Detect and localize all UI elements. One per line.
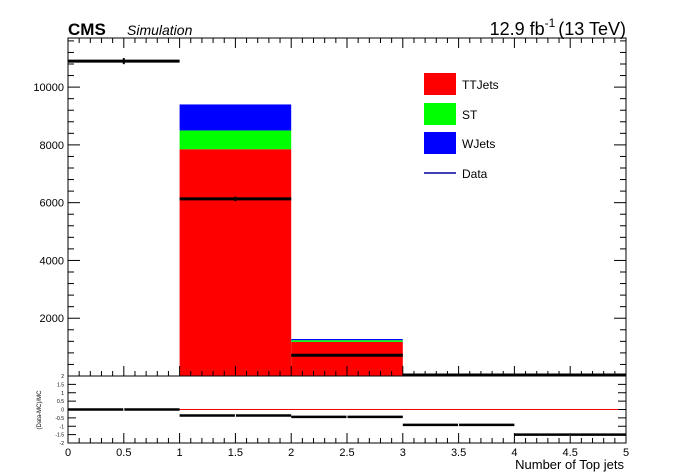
main-y-axis: 2000 4000 6000 8000 10000: [33, 40, 626, 377]
x-tick-label: 0: [65, 447, 71, 459]
bar-ttjets-bin-1: [179, 149, 292, 376]
x-axis-title: Number of Top jets: [515, 457, 624, 472]
ratio-points: [68, 407, 626, 437]
x-tick-label: 2: [288, 447, 294, 459]
stacked-bars: [179, 104, 515, 376]
x-tick-label: 1.5: [228, 447, 243, 459]
simulation-label: Simulation: [127, 22, 193, 38]
y-tick-label: 6000: [40, 198, 64, 210]
x-tick-label: 5: [623, 447, 629, 459]
bar-st-bin-1: [179, 130, 292, 150]
legend-swatch-wjets: [424, 132, 456, 154]
bar-st-bin-2: [291, 340, 403, 342]
x-tick-label: 4.5: [563, 447, 578, 459]
x-tick-label: 0.5: [116, 447, 131, 459]
y-tick-label: 8000: [40, 140, 64, 152]
ratio-y-tick-label: -0.5: [55, 416, 64, 422]
luminosity-label: 12.9 fb-1 (13 TeV): [490, 16, 626, 39]
ratio-y-tick-label: -1: [60, 424, 65, 430]
ratio-y-tick-label: -2: [60, 441, 65, 447]
experiment-label: CMS: [68, 20, 106, 39]
main-panel: 2000 4000 6000 8000 10000 TTJets ST WJets Data: [33, 37, 627, 377]
bar-wjets-bin-1: [179, 104, 292, 131]
ratio-x-axis: 0 0.5 1 1.5 2 2.5 3 3.5 4 4.5 5: [65, 433, 629, 459]
ratio-y-tick-label: 0.5: [57, 399, 64, 405]
lumi-energy: (13 TeV): [558, 19, 626, 39]
main-frame: [67, 37, 627, 377]
x-tick-label: 1: [177, 447, 183, 459]
y-tick-label: 2000: [40, 313, 64, 325]
legend-label-st: ST: [462, 108, 478, 122]
lumi-exponent: -1: [545, 16, 556, 30]
ratio-panel: -2 -1.5 -1 -0.5 0 0.5 1 1.5 2 0 0.5 1 1.5 2 2.5 3 3.5 4 4…: [37, 374, 629, 472]
legend-label-data: Data: [462, 167, 488, 181]
bar-wjets-bin-2: [291, 339, 403, 341]
data-points: [68, 58, 626, 377]
ratio-y-tick-label: 2: [61, 374, 64, 380]
x-tick-label: 3.5: [451, 447, 466, 459]
lumi-value: 12.9 fb: [490, 19, 545, 39]
main-x-axis-ticks: [67, 38, 627, 376]
legend-swatch-st: [424, 103, 456, 125]
ratio-y-tick-label: -1.5: [55, 433, 64, 439]
legend-label-ttjets: TTJets: [462, 78, 499, 92]
y-tick-label: 4000: [40, 255, 64, 267]
ratio-y-tick-label: 1: [61, 391, 64, 397]
ratio-y-tick-label: 0: [61, 408, 64, 414]
x-tick-label: 2.5: [339, 447, 354, 459]
y-tick-label: 10000: [33, 82, 64, 94]
x-tick-label: 4: [511, 447, 517, 459]
legend: TTJets ST WJets Data: [424, 73, 499, 181]
x-tick-label: 3: [400, 447, 406, 459]
legend-label-wjets: WJets: [462, 137, 495, 151]
ratio-y-tick-label: 1.5: [57, 382, 64, 388]
ratio-frame: [67, 375, 627, 444]
ratio-y-axis-title: (Data-MC)/MC: [37, 390, 43, 430]
legend-swatch-ttjets: [424, 73, 456, 95]
